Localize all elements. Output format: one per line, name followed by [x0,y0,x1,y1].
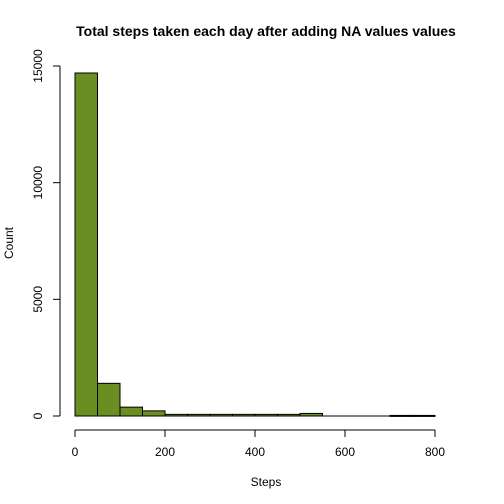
chart-title: Total steps taken each day after adding … [76,23,456,39]
y-axis: 0 5000 10000 15000 [31,49,61,419]
bar-5 [187,413,211,417]
y-axis-label: Count [2,226,16,259]
bar-2 [119,406,143,417]
bar-15 [412,414,436,417]
x-axis: 0 200 400 600 800 [72,429,445,459]
bar-0 [74,72,98,417]
bar-3 [142,410,166,417]
y-tick-label-3: 15000 [31,49,45,83]
bar-8 [254,413,278,417]
bar-4 [164,413,188,417]
x-tick-label-1: 200 [155,445,175,459]
x-tick-label-0: 0 [72,445,79,459]
bars-group [74,72,436,417]
bar-1 [97,382,121,417]
bar-10 [299,412,323,417]
y-tick-label-0: 0 [31,412,45,419]
y-tick-label-2: 10000 [31,166,45,200]
bar-9 [277,413,301,417]
bar-6 [209,413,233,417]
y-tick-label-1: 5000 [31,286,45,313]
x-tick-label-2: 400 [245,445,265,459]
x-axis-label: Steps [251,475,282,489]
bar-14 [389,414,413,417]
bar-7 [232,413,256,417]
x-tick-label-4: 800 [425,445,445,459]
x-tick-label-3: 600 [335,445,355,459]
